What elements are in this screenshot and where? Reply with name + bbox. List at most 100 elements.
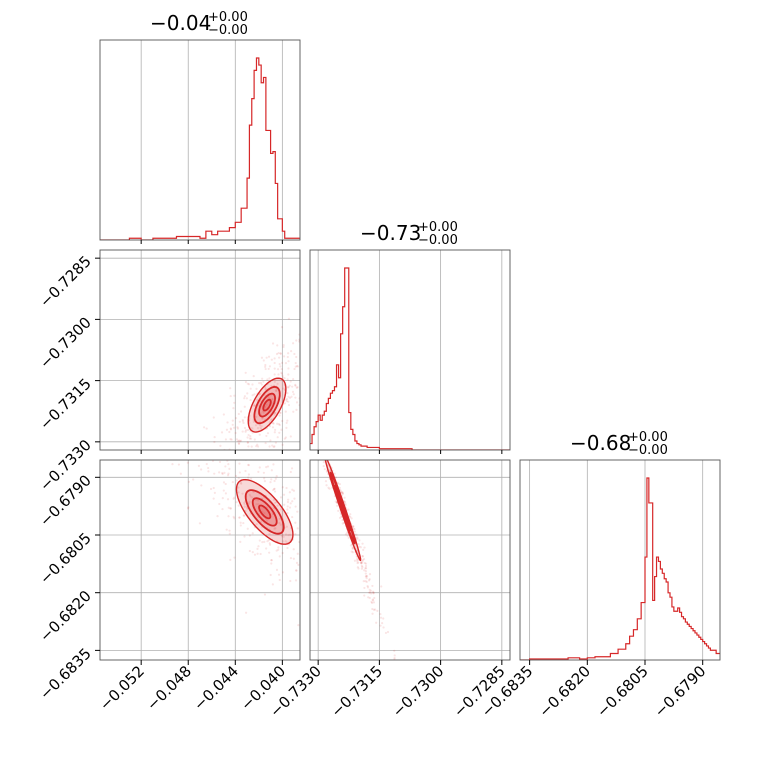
sample-point	[240, 482, 243, 485]
sample-point	[301, 489, 303, 491]
sample-point	[324, 359, 326, 361]
sample-point	[246, 392, 249, 395]
sample-point	[357, 567, 360, 570]
sample-point	[364, 567, 368, 570]
sample-point	[303, 600, 305, 602]
sample-point	[373, 596, 376, 600]
sample-point	[334, 476, 338, 479]
scatter-panel-3	[301, 389, 510, 660]
sample-point	[205, 427, 208, 430]
x-tick-label: −0.7315	[327, 662, 386, 721]
sample-point	[223, 471, 226, 474]
sample-point	[307, 362, 309, 364]
sample-point	[281, 571, 285, 574]
sample-point	[235, 501, 238, 504]
sample-point	[220, 465, 222, 467]
sample-point	[246, 453, 248, 455]
sample-point	[253, 393, 256, 396]
sample-point	[287, 386, 290, 389]
sample-point	[305, 394, 307, 396]
sample-point	[274, 441, 277, 444]
sample-point	[248, 549, 251, 553]
sample-point	[251, 383, 254, 386]
sample-point	[360, 564, 363, 567]
sample-point	[270, 478, 273, 481]
sample-point	[220, 456, 222, 458]
sample-point	[288, 506, 292, 509]
sample-point	[249, 452, 251, 454]
sample-point	[239, 540, 242, 543]
sample-point	[287, 317, 291, 320]
sample-point	[248, 500, 251, 504]
sample-point	[221, 472, 224, 476]
sample-point	[203, 426, 206, 429]
sample-point	[287, 373, 290, 376]
sample-point	[364, 572, 367, 575]
sample-point	[228, 430, 231, 434]
sample-point	[347, 536, 350, 539]
sample-point	[216, 456, 218, 458]
y-tick-label: −0.7315	[36, 375, 95, 434]
sample-point	[303, 528, 305, 530]
sample-point	[263, 512, 266, 515]
sample-point	[229, 507, 232, 510]
sample-point	[315, 561, 317, 563]
sample-point	[306, 405, 308, 407]
sample-point	[356, 561, 359, 565]
sample-point	[268, 542, 271, 545]
sample-point	[217, 429, 219, 431]
sample-point	[260, 425, 263, 428]
sample-point	[276, 504, 279, 507]
sample-point	[260, 356, 264, 359]
sample-point	[287, 533, 290, 537]
sample-point	[325, 456, 327, 458]
sample-point	[293, 497, 296, 500]
sample-point	[375, 621, 378, 624]
sample-point	[358, 539, 361, 542]
sample-point	[277, 573, 281, 576]
sample-point	[224, 492, 227, 495]
sample-point	[200, 484, 203, 487]
sample-point	[283, 377, 286, 380]
sample-point	[393, 657, 396, 660]
sample-point	[266, 465, 270, 468]
sample-point	[323, 351, 325, 353]
sample-point	[268, 365, 271, 368]
sample-point	[246, 428, 250, 432]
sample-point	[249, 435, 252, 438]
x-tick-label: −0.6805	[593, 662, 652, 721]
sample-point	[246, 441, 249, 444]
contour-level	[253, 386, 281, 425]
sample-point	[250, 445, 253, 448]
sample-point	[226, 474, 230, 477]
sample-point	[296, 365, 299, 368]
sample-point	[334, 562, 336, 564]
sample-point	[301, 389, 303, 391]
sample-point	[381, 622, 384, 625]
sample-point	[271, 583, 274, 586]
sample-point	[289, 579, 292, 583]
sample-point	[239, 481, 243, 484]
sample-point	[225, 528, 228, 531]
sample-point	[315, 545, 317, 547]
sample-point	[231, 480, 234, 484]
sample-point	[304, 343, 306, 345]
sample-point	[361, 555, 364, 558]
sample-point	[229, 507, 232, 510]
sample-point	[287, 403, 291, 407]
sample-point	[237, 442, 241, 445]
sample-point	[226, 421, 229, 424]
sample-point	[379, 612, 382, 616]
sample-point	[207, 466, 210, 470]
sample-point	[260, 383, 263, 386]
sample-point	[256, 445, 260, 448]
sample-point	[288, 384, 291, 387]
sample-point	[273, 479, 276, 483]
sample-point	[315, 547, 317, 549]
sample-point	[264, 367, 267, 371]
sample-point	[284, 540, 287, 543]
sample-point	[364, 564, 368, 568]
sample-point	[221, 454, 223, 456]
sample-point	[340, 491, 343, 494]
sample-point	[236, 427, 240, 430]
